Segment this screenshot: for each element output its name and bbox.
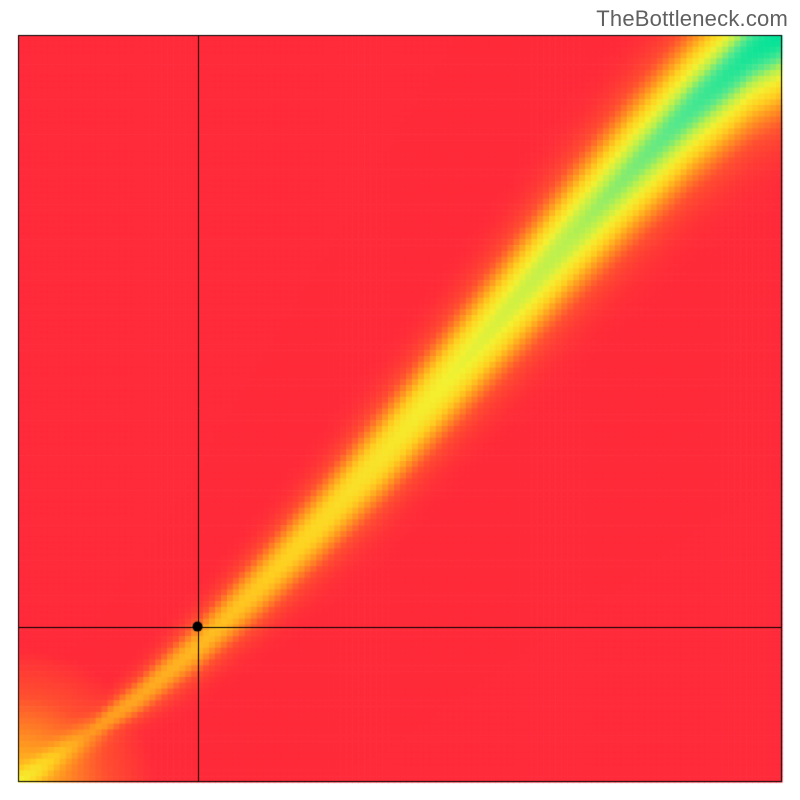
watermark-text: TheBottleneck.com [596,6,788,32]
bottleneck-heatmap [0,0,800,800]
chart-container: TheBottleneck.com [0,0,800,800]
